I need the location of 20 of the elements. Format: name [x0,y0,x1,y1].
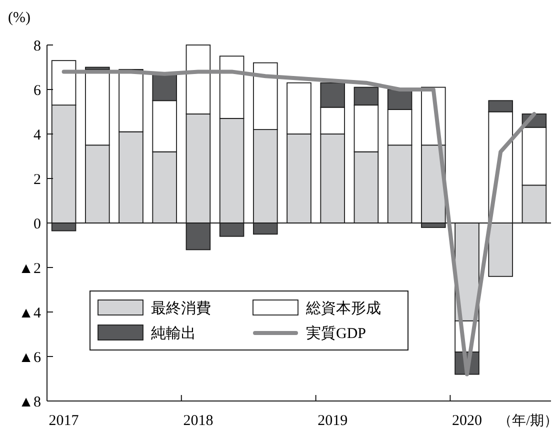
y-tick-label: ▲2 [18,260,41,277]
y-tick-label: 8 [34,38,41,54]
x-axis-title: （年/期） [498,413,558,429]
y-tick-label: ▲6 [18,350,42,366]
y-tick-label: 6 [34,82,42,99]
x-tick-label: 2017 [48,413,80,429]
y-tick-label: 4 [34,127,42,144]
y-tick-label: 0 [34,216,41,232]
legend-label: 総資本形成 [305,300,381,317]
y-tick-label: ▲4 [18,305,42,322]
legend-label: 最終消費 [151,300,211,317]
y-tick-label: ▲8 [18,394,41,410]
x-tick-label: 2018 [183,413,214,429]
x-tick-label: 2019 [318,413,348,429]
x-tick-label: 2020 [452,413,482,429]
line-series [62,70,536,376]
y-tick-label: 2 [34,172,41,188]
y-axis-title: (%) [8,10,30,26]
legend-label: 純輸出 [151,325,196,342]
legend-label: 実質GDP [306,325,366,342]
